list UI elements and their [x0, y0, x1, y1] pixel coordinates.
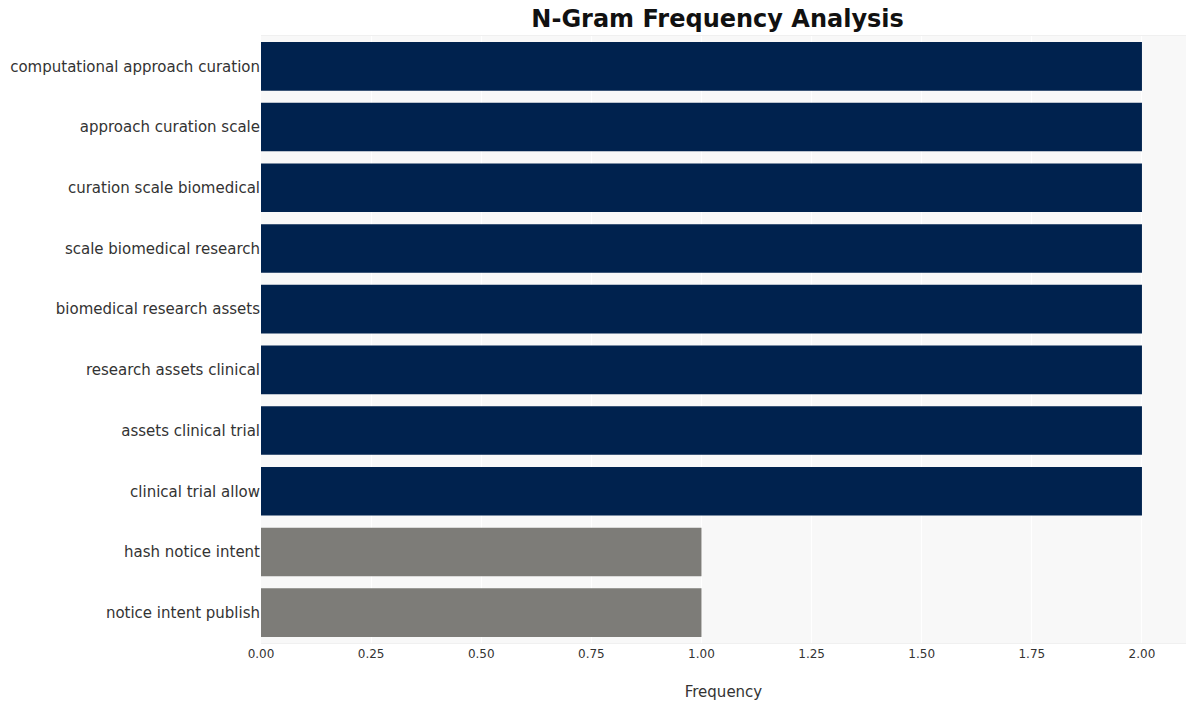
svg-text:clinical trial allow: clinical trial allow	[130, 483, 260, 501]
svg-text:assets clinical trial: assets clinical trial	[121, 422, 260, 440]
svg-text:1.50: 1.50	[908, 647, 935, 661]
svg-text:2.00: 2.00	[1129, 647, 1156, 661]
svg-text:1.25: 1.25	[798, 647, 825, 661]
svg-text:0.25: 0.25	[358, 647, 385, 661]
svg-text:Frequency: Frequency	[685, 683, 763, 701]
svg-text:1.00: 1.00	[688, 647, 715, 661]
svg-text:curation scale biomedical: curation scale biomedical	[68, 179, 260, 197]
svg-text:0.50: 0.50	[468, 647, 495, 661]
svg-text:research assets clinical: research assets clinical	[86, 361, 260, 379]
svg-text:computational approach curatio: computational approach curation	[10, 58, 260, 76]
svg-text:0.75: 0.75	[578, 647, 605, 661]
svg-text:notice intent publish: notice intent publish	[106, 604, 260, 622]
svg-text:N-Gram Frequency Analysis: N-Gram Frequency Analysis	[531, 5, 904, 33]
svg-text:0.00: 0.00	[248, 647, 275, 661]
svg-text:scale biomedical research: scale biomedical research	[65, 240, 260, 258]
svg-text:1.75: 1.75	[1018, 647, 1045, 661]
svg-text:hash notice intent: hash notice intent	[124, 543, 260, 561]
svg-text:approach curation scale: approach curation scale	[80, 118, 260, 136]
svg-text:biomedical research assets: biomedical research assets	[56, 300, 260, 318]
